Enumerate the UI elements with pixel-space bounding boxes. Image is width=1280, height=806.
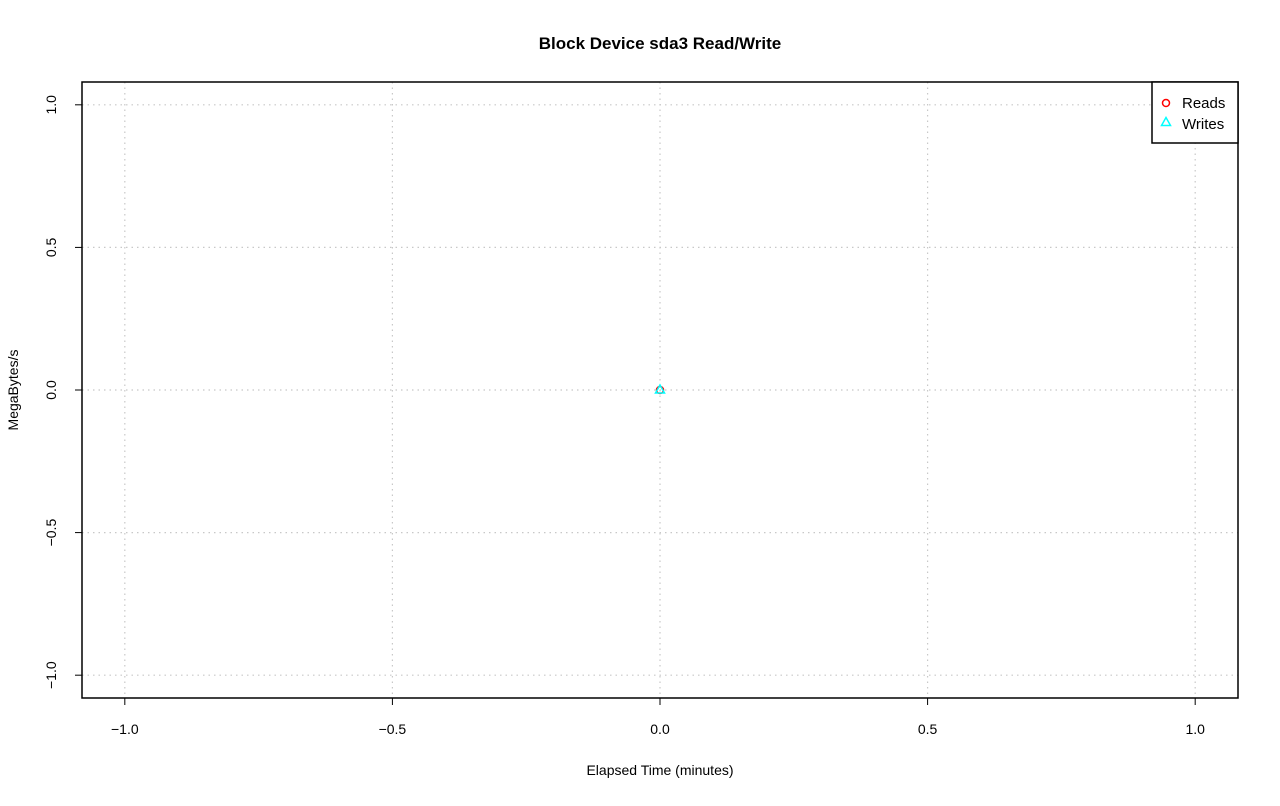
- legend-reads-label: Reads: [1182, 95, 1225, 112]
- y-tick-label: 1.0: [43, 95, 59, 115]
- y-tick-label: −0.5: [43, 519, 59, 547]
- points: [654, 383, 666, 395]
- x-tick-label: −0.5: [379, 721, 407, 737]
- x-axis-label: Elapsed Time (minutes): [586, 762, 733, 778]
- legend-box: [1151, 81, 1239, 144]
- x-tick-label: 0.5: [918, 721, 938, 737]
- y-axis-label: MegaBytes/s: [5, 350, 21, 431]
- legend: Reads Writes: [1151, 81, 1239, 144]
- chart-title: Block Device sda3 Read/Write: [539, 34, 782, 53]
- y-tick-label: 0.5: [43, 237, 59, 257]
- x-tick-label: −1.0: [111, 721, 139, 737]
- x-tick-label: 0.0: [650, 721, 670, 737]
- y-tick-label: 0.0: [43, 380, 59, 400]
- data-point-writes: [654, 383, 666, 394]
- x-axis: −1.0 −0.5 0.0 0.5 1.0: [111, 698, 1205, 737]
- legend-reads-marker: [1161, 98, 1171, 108]
- grid: [82, 82, 1238, 698]
- y-axis: −1.0 −0.5 0.0 0.5 1.0: [43, 95, 82, 689]
- legend-writes-marker: [1160, 115, 1172, 127]
- x-tick-label: 1.0: [1185, 721, 1205, 737]
- legend-writes-label: Writes: [1182, 116, 1224, 133]
- y-tick-label: −1.0: [43, 661, 59, 689]
